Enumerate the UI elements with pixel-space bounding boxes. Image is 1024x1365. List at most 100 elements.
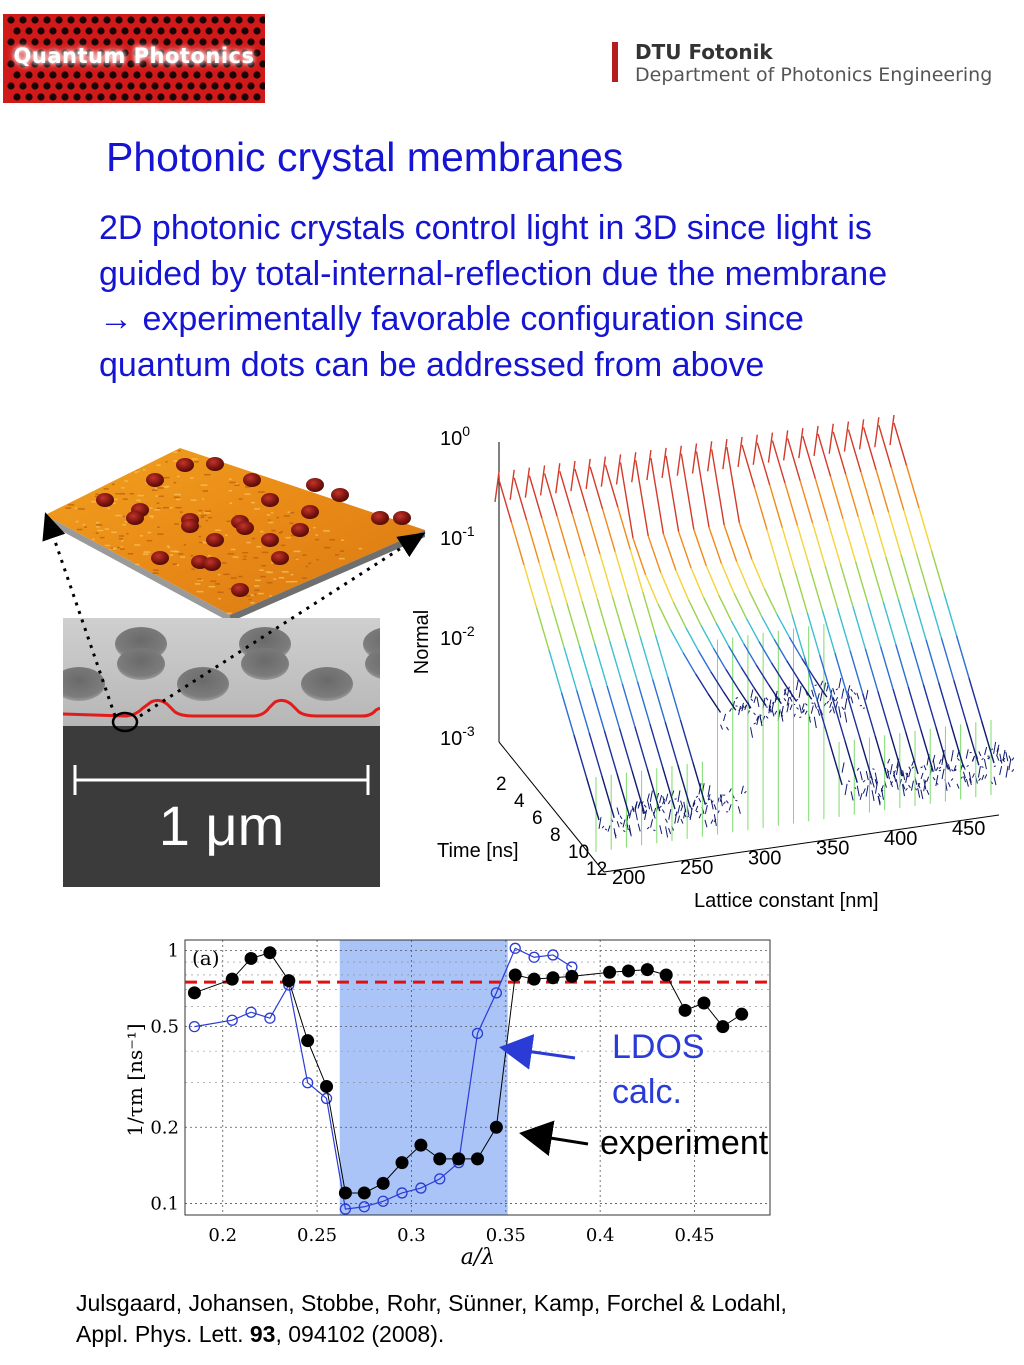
decay-noise bbox=[695, 795, 699, 798]
logo-dot bbox=[193, 49, 201, 57]
afm-texture-speck bbox=[103, 488, 109, 490]
decay-noise bbox=[871, 780, 875, 788]
afm-texture-speck bbox=[94, 495, 98, 498]
panel-label: (a) bbox=[192, 946, 220, 970]
logo-dot bbox=[79, 82, 87, 90]
decay-curve-segment bbox=[737, 688, 752, 709]
ldos-point bbox=[339, 1203, 352, 1215]
afm-texture-speck bbox=[358, 547, 363, 550]
decay-noise bbox=[872, 768, 875, 770]
decay-noise bbox=[938, 759, 942, 764]
afm-texture-speck bbox=[295, 558, 299, 560]
logo-dot bbox=[175, 38, 183, 46]
decay-noise bbox=[698, 797, 702, 803]
decay-curve-segment bbox=[889, 733, 904, 777]
logo-dot bbox=[193, 71, 201, 79]
decay-curve-rise bbox=[858, 419, 865, 450]
decay-curve-segment bbox=[566, 602, 581, 646]
decay-noise bbox=[668, 827, 672, 835]
decay-curve-segment bbox=[758, 641, 773, 664]
decay-curve-segment bbox=[849, 650, 864, 694]
decay-noise bbox=[957, 758, 960, 761]
logo-dot bbox=[157, 93, 165, 101]
afm-texture-speck bbox=[78, 508, 85, 510]
decay-curve-segment bbox=[695, 451, 710, 528]
decay-noise bbox=[795, 679, 799, 691]
logo-dot bbox=[25, 27, 33, 35]
afm-texture-speck bbox=[302, 554, 307, 556]
decay-noise bbox=[698, 813, 702, 819]
afm-texture-speck bbox=[251, 501, 255, 504]
ldos-point bbox=[509, 942, 521, 954]
logo-dot bbox=[133, 27, 141, 35]
logo-dot bbox=[91, 38, 99, 46]
quantum-dot-bump bbox=[331, 488, 349, 502]
decay-noise bbox=[996, 744, 1000, 753]
decay-noise bbox=[756, 716, 760, 726]
decay-noise bbox=[674, 811, 678, 824]
afm-texture-speck bbox=[200, 514, 207, 517]
quantum-dot-bump bbox=[96, 493, 114, 507]
logo-dot bbox=[109, 71, 117, 79]
decay-curve-segment bbox=[763, 588, 778, 615]
decay-curve-segment bbox=[904, 731, 919, 775]
logo-dot bbox=[127, 38, 135, 46]
citation-journal: Appl. Phys. Lett. bbox=[76, 1321, 250, 1347]
decay-noise bbox=[780, 711, 784, 722]
decay-curve-segment bbox=[591, 687, 606, 731]
decay-noise bbox=[744, 704, 748, 711]
decay-curve-segment bbox=[611, 596, 626, 640]
decay-noise bbox=[911, 760, 915, 767]
afm-texture-speck bbox=[156, 502, 160, 504]
afm-texture-speck bbox=[339, 557, 345, 560]
afm-texture-speck bbox=[135, 470, 140, 473]
afm-texture-speck bbox=[227, 553, 235, 555]
afm-texture-speck bbox=[250, 602, 255, 604]
decay-curve-segment bbox=[624, 638, 639, 682]
decay-noise bbox=[723, 713, 727, 722]
logo-dot bbox=[127, 60, 135, 68]
decay-noise bbox=[704, 804, 708, 814]
decay-curve-segment bbox=[915, 552, 930, 596]
logo-dot bbox=[31, 82, 39, 90]
experiment-arrow bbox=[519, 1120, 589, 1157]
afm-texture-speck bbox=[165, 461, 168, 463]
decay-noise bbox=[722, 801, 726, 805]
logo-dot bbox=[43, 60, 51, 68]
logo-dot bbox=[169, 71, 177, 79]
decay-noise bbox=[728, 804, 732, 811]
decay-noise bbox=[783, 689, 787, 696]
decay-curve-segment bbox=[784, 482, 799, 526]
afm-texture-speck bbox=[244, 493, 251, 495]
afm-texture-speck bbox=[287, 511, 292, 513]
y-axis-label: 1/τm [ns⁻¹] bbox=[123, 1023, 147, 1136]
decay-noise bbox=[926, 789, 930, 795]
decay-noise bbox=[720, 724, 724, 730]
decay-noise bbox=[735, 696, 739, 700]
logo-dot bbox=[163, 60, 171, 68]
decay-curve-segment bbox=[712, 647, 727, 670]
decay-noise bbox=[628, 824, 632, 837]
logo-dot bbox=[49, 49, 57, 57]
quantum-dot-bump bbox=[306, 478, 324, 492]
logo-dot bbox=[103, 38, 111, 46]
decay-curve-segment bbox=[778, 572, 793, 616]
afm-texture-speck bbox=[334, 554, 339, 556]
y-tick-exponent: 0 bbox=[462, 423, 470, 439]
logo-dot bbox=[31, 38, 39, 46]
time-tick-label: 12 bbox=[586, 859, 607, 880]
scale-bar-label: 1 μm bbox=[158, 794, 285, 857]
decay-noise bbox=[981, 766, 984, 768]
afm-texture-speck bbox=[183, 544, 187, 546]
afm-texture-speck bbox=[259, 592, 264, 595]
experiment-point bbox=[301, 1034, 315, 1048]
decay-curve-segment bbox=[753, 487, 768, 531]
decay-noise bbox=[601, 825, 605, 829]
afm-texture-speck bbox=[162, 506, 170, 509]
afm-texture-speck bbox=[285, 536, 291, 539]
logo-dot bbox=[79, 38, 87, 46]
decay-noise bbox=[950, 778, 954, 781]
logo-dot bbox=[121, 27, 129, 35]
decay-noise bbox=[902, 783, 906, 790]
